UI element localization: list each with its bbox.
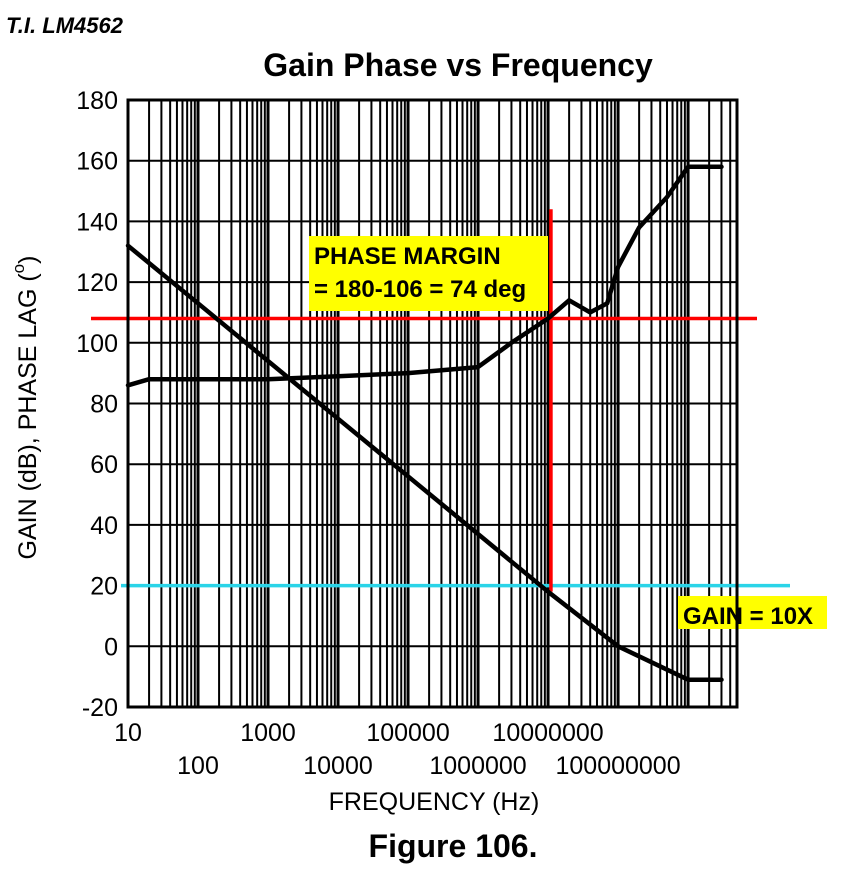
y-tick-label: 60 bbox=[90, 451, 118, 479]
y-tick-label: 0 bbox=[104, 633, 118, 661]
x-tick-label: 10000000 bbox=[492, 719, 603, 747]
y-tick-label: 80 bbox=[90, 391, 118, 419]
y-axis-label: GAIN (dB), PHASE LAG (o) bbox=[9, 256, 42, 560]
x-tick-label: 10 bbox=[114, 719, 142, 747]
x-axis-label: FREQUENCY (Hz) bbox=[329, 788, 540, 816]
x-tick-label: 1000 bbox=[240, 719, 296, 747]
y-tick-labels: 180 160 140 120 100 80 60 40 20 0 -20 bbox=[76, 87, 118, 722]
x-tick-label: 1000000 bbox=[429, 752, 526, 780]
header-label: T.I. LM4562 bbox=[6, 13, 124, 38]
y-tick-label: 180 bbox=[76, 87, 118, 115]
x-tick-labels: 10 1000 100000 10000000 100 10000 1000000 10000… bbox=[114, 719, 681, 780]
y-tick-label: -20 bbox=[82, 694, 118, 722]
y-tick-label: 100 bbox=[76, 330, 118, 358]
annotation-2-box bbox=[678, 596, 827, 629]
phase-line bbox=[125, 164, 724, 388]
chart-title: Gain Phase vs Frequency bbox=[263, 47, 653, 83]
gain-line bbox=[125, 243, 724, 682]
y-tick-label: 40 bbox=[90, 512, 118, 540]
y-tick-label: 160 bbox=[76, 148, 118, 176]
y-axis-label-close: ) bbox=[14, 256, 42, 264]
reference-lines bbox=[91, 209, 790, 592]
annotation-1-box bbox=[309, 236, 548, 311]
x-tick-label: 100000000 bbox=[555, 752, 680, 780]
annotation-1: PHASE MARGIN = 180-106 = 74 deg bbox=[309, 236, 548, 311]
x-tick-label: 100000 bbox=[366, 719, 449, 747]
x-tick-label: 100 bbox=[177, 752, 219, 780]
y-tick-label: 140 bbox=[76, 208, 118, 236]
annotation-1-line-1: PHASE MARGIN bbox=[314, 243, 501, 270]
grid bbox=[126, 99, 738, 708]
figure-caption: Figure 106. bbox=[369, 828, 538, 864]
annotation-2-line-1: GAIN = 10X bbox=[683, 603, 813, 630]
y-axis-label-text: GAIN (dB), PHASE LAG ( bbox=[14, 273, 42, 560]
x-tick-label: 10000 bbox=[303, 752, 373, 780]
y-tick-label: 20 bbox=[90, 573, 118, 601]
series bbox=[125, 164, 724, 682]
annotation-2: GAIN = 10X bbox=[678, 596, 827, 630]
y-axis-label-degree: o bbox=[9, 264, 28, 273]
annotation-1-line-2: = 180-106 = 74 deg bbox=[314, 276, 526, 303]
annotations: PHASE MARGIN = 180-106 = 74 deg GAIN = 10X bbox=[309, 236, 827, 630]
y-tick-label: 120 bbox=[76, 269, 118, 297]
plot-frame bbox=[126, 98, 739, 709]
